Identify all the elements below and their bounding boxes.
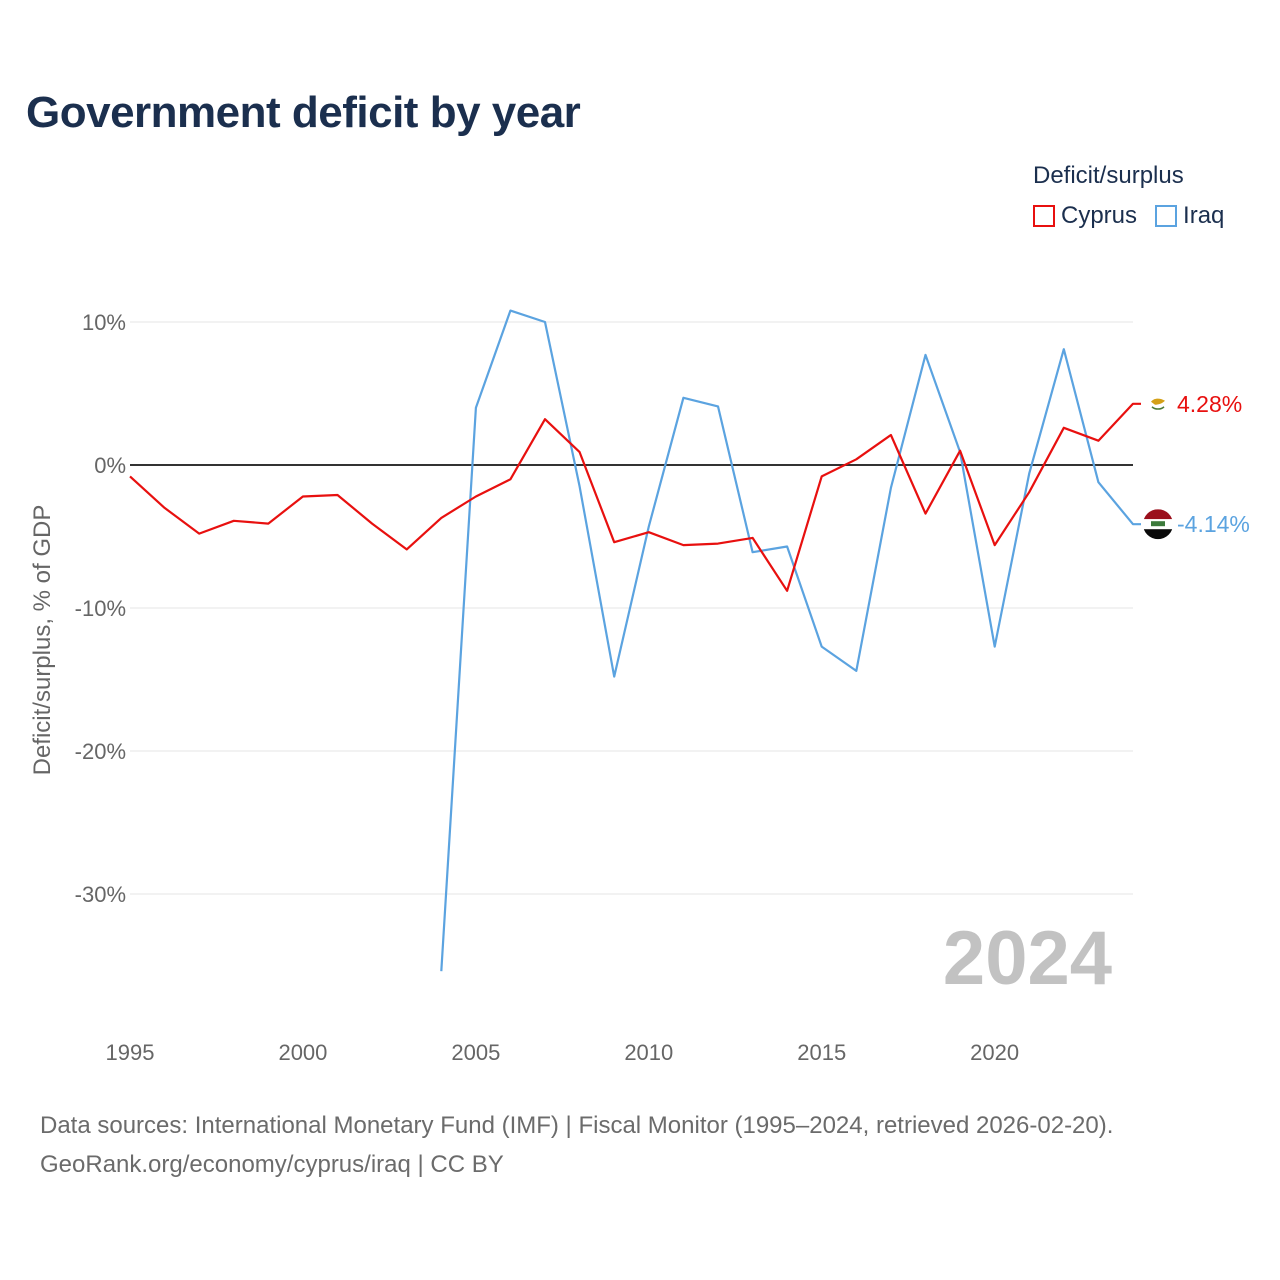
data-point-iraq[interactable] [818,643,826,651]
data-point-iraq[interactable] [541,318,549,326]
data-point-cyprus[interactable] [299,492,307,500]
data-point-iraq[interactable] [887,484,895,492]
data-point-iraq[interactable] [991,643,999,651]
data-point-iraq[interactable] [472,404,480,412]
data-point-cyprus[interactable] [749,534,757,542]
data-point-cyprus[interactable] [818,472,826,480]
legend-label-cyprus: Cyprus [1061,202,1138,229]
chart-title: Government deficit by year [26,88,581,137]
legend-item-iraq[interactable]: Iraq [1155,202,1224,230]
data-point-cyprus[interactable] [1060,424,1068,432]
data-point-iraq[interactable] [610,673,618,681]
end-label-iraq: -4.14% [1177,511,1250,537]
data-point-cyprus[interactable] [1094,437,1102,445]
data-point-cyprus[interactable] [264,520,272,528]
data-point-cyprus[interactable] [368,520,376,528]
data-point-cyprus[interactable] [230,517,238,525]
x-tick-label: 2010 [624,1040,673,1065]
data-point-cyprus[interactable] [852,455,860,463]
year-watermark: 2024 [943,916,1112,1001]
y-axis-label: Deficit/surplus, % of GDP [29,505,56,776]
x-tick-label: 2000 [278,1040,327,1065]
footer: Data sources: International Monetary Fun… [40,1106,1113,1184]
data-point-cyprus[interactable] [576,448,584,456]
data-point-cyprus[interactable] [610,538,618,546]
data-point-cyprus[interactable] [783,587,791,595]
data-point-iraq[interactable] [783,543,791,551]
data-point-cyprus[interactable] [403,545,411,553]
series-line-iraq[interactable] [440,309,1141,972]
data-point-iraq[interactable] [714,402,722,410]
data-point-cyprus[interactable] [334,491,342,499]
legend-item-cyprus[interactable]: Cyprus [1033,202,1137,230]
data-point-cyprus[interactable] [1025,488,1033,496]
x-tick-label: 2020 [970,1040,1019,1065]
cyprus-flag-icon [1147,392,1169,415]
data-point-cyprus[interactable] [956,447,964,455]
legend-label-iraq: Iraq [1183,202,1225,229]
legend-title: Deficit/surplus [1033,162,1184,189]
data-point-cyprus[interactable] [541,415,549,423]
data-point-iraq[interactable] [437,967,445,975]
data-point-cyprus[interactable] [437,514,445,522]
series-line-cyprus[interactable] [129,402,1141,592]
y-tick-label: 10% [82,310,126,335]
data-point-cyprus[interactable] [161,504,169,512]
data-point-cyprus[interactable] [645,528,653,536]
data-point-cyprus[interactable] [1129,400,1137,408]
x-tick-label: 1995 [106,1040,155,1065]
y-tick-label: -20% [75,739,126,764]
data-point-cyprus[interactable] [472,492,480,500]
data-point-cyprus[interactable] [921,510,929,518]
data-point-cyprus[interactable] [991,541,999,549]
data-point-cyprus[interactable] [506,475,514,483]
data-point-iraq[interactable] [1060,345,1068,353]
data-point-iraq[interactable] [1129,520,1137,528]
data-point-iraq[interactable] [749,548,757,556]
y-tick-label: 0% [94,453,126,478]
data-point-cyprus[interactable] [126,472,134,480]
y-tick-label: -30% [75,882,126,907]
data-point-cyprus[interactable] [887,431,895,439]
source-link[interactable]: GeoRank.org/economy/cyprus/iraq | CC BY [40,1151,504,1178]
data-point-iraq[interactable] [852,667,860,675]
cyprus-swatch-icon [1033,205,1055,227]
data-point-iraq[interactable] [576,482,584,490]
x-tick-label: 2015 [797,1040,846,1065]
x-tick-label: 2005 [451,1040,500,1065]
data-point-cyprus[interactable] [679,541,687,549]
data-point-iraq[interactable] [506,307,514,315]
data-point-iraq[interactable] [1094,478,1102,486]
data-point-cyprus[interactable] [195,530,203,538]
data-point-iraq[interactable] [921,351,929,359]
data-point-iraq[interactable] [679,394,687,402]
data-point-iraq[interactable] [1025,470,1033,478]
legend: Deficit/surplus Cyprus Iraq [1033,162,1224,230]
data-sources: Data sources: International Monetary Fun… [40,1112,1114,1139]
data-point-cyprus[interactable] [714,540,722,548]
y-tick-label: -10% [75,596,126,621]
iraq-flag-icon [1143,509,1173,540]
end-label-cyprus: 4.28% [1177,391,1242,417]
iraq-swatch-icon [1155,205,1178,227]
